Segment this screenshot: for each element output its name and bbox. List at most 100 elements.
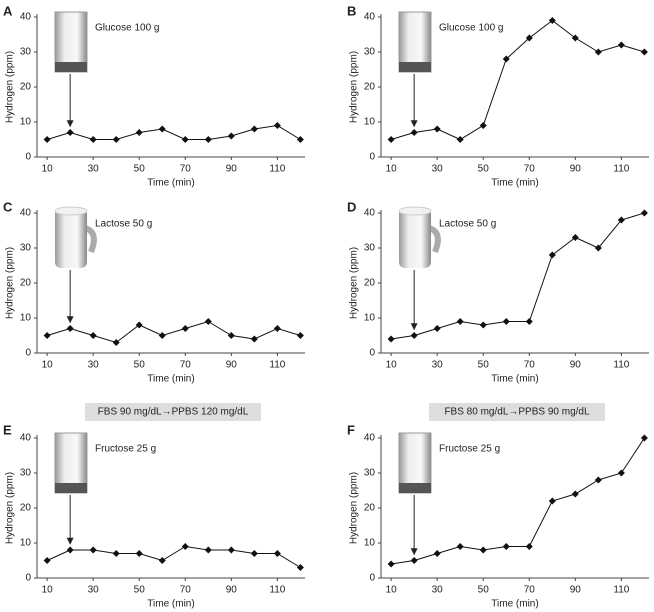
x-tick-label: 10 [42, 585, 54, 596]
x-tick-label: 110 [613, 360, 629, 371]
x-tick-label: 30 [88, 164, 100, 175]
mug-top [398, 206, 432, 216]
x-axis-label: Time (min) [147, 374, 194, 385]
data-point [250, 550, 258, 557]
y-tick-label: 30 [20, 468, 32, 479]
panel-label: E [3, 422, 12, 437]
y-tick-label: 40 [20, 208, 32, 219]
annotation: Glucose 100 g [439, 23, 504, 34]
data-point [617, 41, 625, 49]
data-point [617, 216, 625, 224]
data-point [66, 129, 74, 136]
y-tick-label: 40 [364, 208, 376, 219]
data-point [89, 136, 97, 143]
y-tick-label: 0 [25, 573, 31, 584]
data-point [273, 122, 281, 129]
data-point [594, 244, 602, 252]
y-tick-label: 10 [364, 313, 376, 324]
data-point [250, 335, 258, 343]
x-tick-label: 110 [613, 585, 629, 596]
data-point [433, 550, 441, 557]
y-tick-label: 40 [20, 12, 32, 23]
data-point [456, 543, 464, 550]
data-point [433, 125, 441, 133]
annotation: Glucose 100 g [95, 23, 160, 34]
data-point [479, 122, 487, 129]
y-tick-label: 0 [25, 348, 31, 359]
data-point [181, 543, 189, 550]
data-line [46, 545, 301, 568]
y-tick-label: 0 [25, 152, 31, 163]
data-point [227, 332, 235, 339]
data-point [89, 546, 97, 554]
y-tick-label: 40 [364, 433, 376, 444]
y-tick-label: 10 [20, 117, 32, 128]
x-tick-label: 30 [88, 585, 100, 596]
data-point [204, 136, 212, 143]
data-point [479, 321, 487, 329]
data-point [227, 132, 235, 140]
y-tick-label: 20 [364, 278, 376, 289]
data-line [391, 437, 645, 565]
data-point [112, 550, 120, 557]
y-tick-label: 40 [20, 433, 32, 444]
glass-base [399, 483, 431, 493]
x-tick-label: 50 [134, 164, 146, 175]
x-tick-label: 110 [269, 164, 285, 175]
data-point [273, 325, 281, 332]
data-point [227, 546, 235, 554]
y-axis-label: Hydrogen (ppm) [349, 472, 360, 544]
data-line [46, 124, 301, 140]
y-tick-label: 0 [369, 152, 375, 163]
data-point [43, 332, 51, 339]
panel: F FBS 80 mg/dL→PPBS 90 mg/dL 0 10 20 30 40 10 30… [347, 403, 649, 610]
data-point [204, 546, 212, 554]
y-axis-label: Hydrogen (ppm) [349, 247, 360, 319]
mug [55, 208, 87, 268]
subtitle-box [85, 403, 261, 421]
x-tick-label: 90 [226, 360, 238, 371]
x-tick-label: 50 [478, 585, 490, 596]
data-point [456, 318, 464, 325]
data-point [112, 136, 120, 143]
data-point [571, 490, 579, 498]
data-point [135, 321, 143, 329]
x-tick-label: 10 [386, 360, 398, 371]
data-point [594, 476, 602, 484]
data-point [158, 332, 166, 339]
y-axis-label: Hydrogen (ppm) [5, 472, 16, 544]
x-tick-label: 90 [570, 360, 582, 371]
y-tick-label: 30 [20, 47, 32, 58]
y-tick-label: 0 [369, 573, 375, 584]
data-point [502, 55, 510, 63]
x-tick-label: 10 [42, 360, 54, 371]
mug-top [54, 206, 88, 216]
y-tick-label: 10 [20, 538, 32, 549]
x-tick-label: 50 [478, 164, 490, 175]
x-tick-label: 110 [269, 585, 285, 596]
x-tick-label: 110 [269, 360, 285, 371]
data-point [548, 17, 556, 24]
data-point [112, 339, 120, 346]
data-point [617, 469, 625, 477]
annotation: Lactose 50 g [95, 219, 152, 230]
mug-handle [427, 225, 441, 254]
y-tick-label: 30 [364, 243, 376, 254]
panel: B 0 10 20 30 40 10 30 50 70 90 110 Time (min) Hydroge… [347, 3, 649, 189]
y-tick-label: 40 [364, 12, 376, 23]
data-point [640, 48, 648, 56]
annotation: Fructose 25 g [439, 444, 500, 455]
x-tick-label: 70 [524, 585, 536, 596]
x-tick-label: 90 [226, 585, 238, 596]
y-tick-label: 20 [364, 503, 376, 514]
mug-handle [83, 225, 97, 254]
x-tick-label: 110 [613, 164, 629, 175]
data-point [456, 136, 464, 143]
data-point [296, 136, 304, 143]
data-point [181, 325, 189, 332]
data-point [43, 136, 51, 143]
annotation: Lactose 50 g [439, 219, 496, 230]
x-tick-label: 90 [226, 164, 238, 175]
subtitle-box [429, 403, 605, 421]
